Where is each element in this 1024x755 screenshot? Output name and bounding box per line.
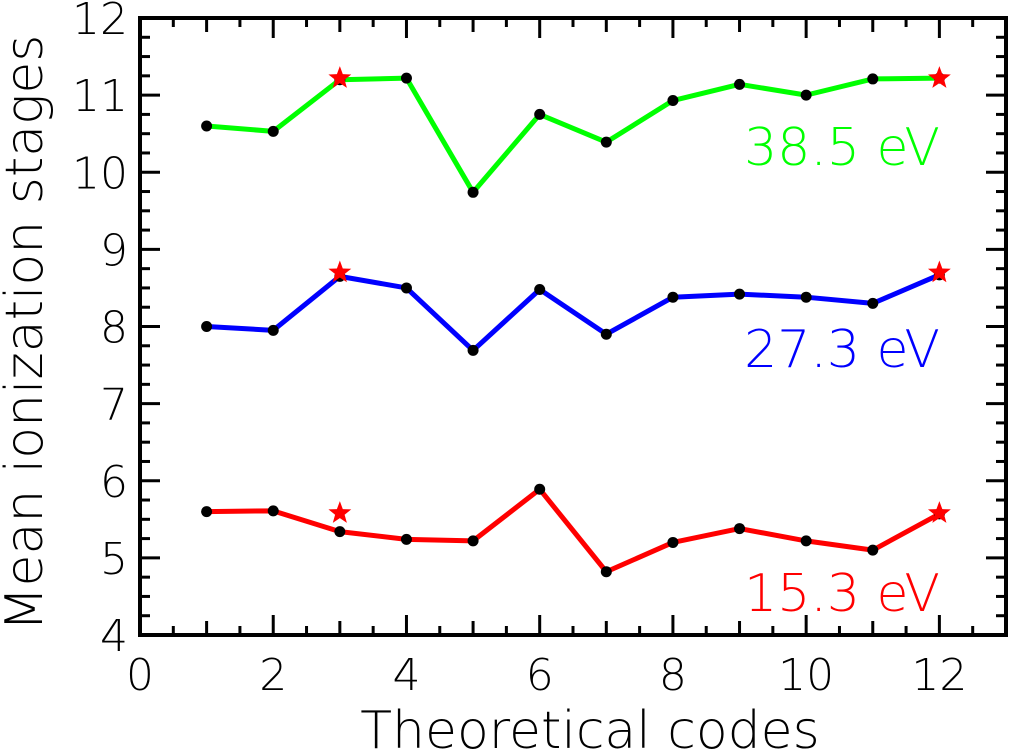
data-point	[867, 544, 879, 556]
data-point	[400, 72, 412, 84]
data-point	[600, 566, 612, 578]
data-point	[734, 288, 746, 300]
data-point	[734, 523, 746, 535]
tick-labels: 0 2 4 6 8 10 12 4 5 6 7 8 9 10 11 12	[72, 0, 967, 701]
y-tick-label: 10	[72, 148, 128, 199]
x-axis-title: Theoretical codes	[360, 701, 820, 755]
data-point	[800, 291, 812, 303]
data-series: 38.5 eV 27.3 eV 15.3 eV	[201, 72, 945, 624]
series-label: 38.5 eV	[744, 118, 940, 178]
x-tick-label: 4	[392, 650, 420, 701]
y-tick-label: 8	[100, 303, 128, 354]
axis-ticks	[138, 16, 1008, 637]
y-tick-label: 12	[72, 0, 128, 45]
data-point	[800, 535, 812, 547]
star-marker	[328, 66, 352, 88]
y-tick-label: 6	[100, 457, 128, 508]
star-marker	[927, 260, 951, 283]
data-point	[467, 344, 479, 356]
data-point	[734, 78, 746, 90]
y-axis-title: Mean ionization stages	[0, 35, 55, 632]
data-point	[467, 186, 479, 198]
y-tick-label: 4	[100, 611, 128, 662]
data-point	[267, 505, 279, 517]
y-tick-label: 11	[72, 71, 128, 122]
y-tick-label: 7	[100, 380, 128, 431]
x-tick-label: 8	[659, 650, 687, 701]
data-point	[534, 483, 546, 495]
data-point	[800, 89, 812, 101]
data-point	[600, 328, 612, 340]
x-tick-label: 2	[259, 650, 287, 701]
data-point	[334, 526, 346, 538]
data-point	[400, 282, 412, 294]
series-line	[206, 486, 941, 575]
data-point	[267, 324, 279, 336]
data-point	[667, 291, 679, 303]
data-point	[867, 73, 879, 85]
data-point	[534, 283, 546, 295]
x-tick-label: 10	[778, 650, 834, 701]
data-point	[267, 125, 279, 137]
data-point	[600, 136, 612, 148]
data-point	[867, 297, 879, 309]
data-point	[201, 120, 213, 132]
star-marker	[328, 501, 352, 523]
star-marker	[328, 260, 352, 283]
data-point	[667, 536, 679, 548]
data-point	[400, 533, 412, 545]
x-tick-label: 6	[526, 650, 554, 701]
star-marker	[927, 66, 951, 88]
series-line	[206, 272, 941, 353]
data-point	[201, 506, 213, 518]
y-tick-label: 9	[100, 225, 128, 276]
series-label: 15.3 eV	[744, 564, 940, 624]
series-line	[206, 75, 940, 195]
star-marker	[927, 501, 951, 523]
data-point	[201, 321, 213, 332]
data-point	[667, 95, 679, 107]
data-point	[467, 535, 479, 547]
data-point	[534, 108, 546, 120]
star-markers	[328, 66, 951, 523]
y-tick-label: 5	[100, 534, 128, 585]
series-label: 27.3 eV	[744, 320, 940, 380]
x-tick-label: 0	[126, 650, 154, 701]
x-tick-label: 12	[911, 650, 967, 701]
